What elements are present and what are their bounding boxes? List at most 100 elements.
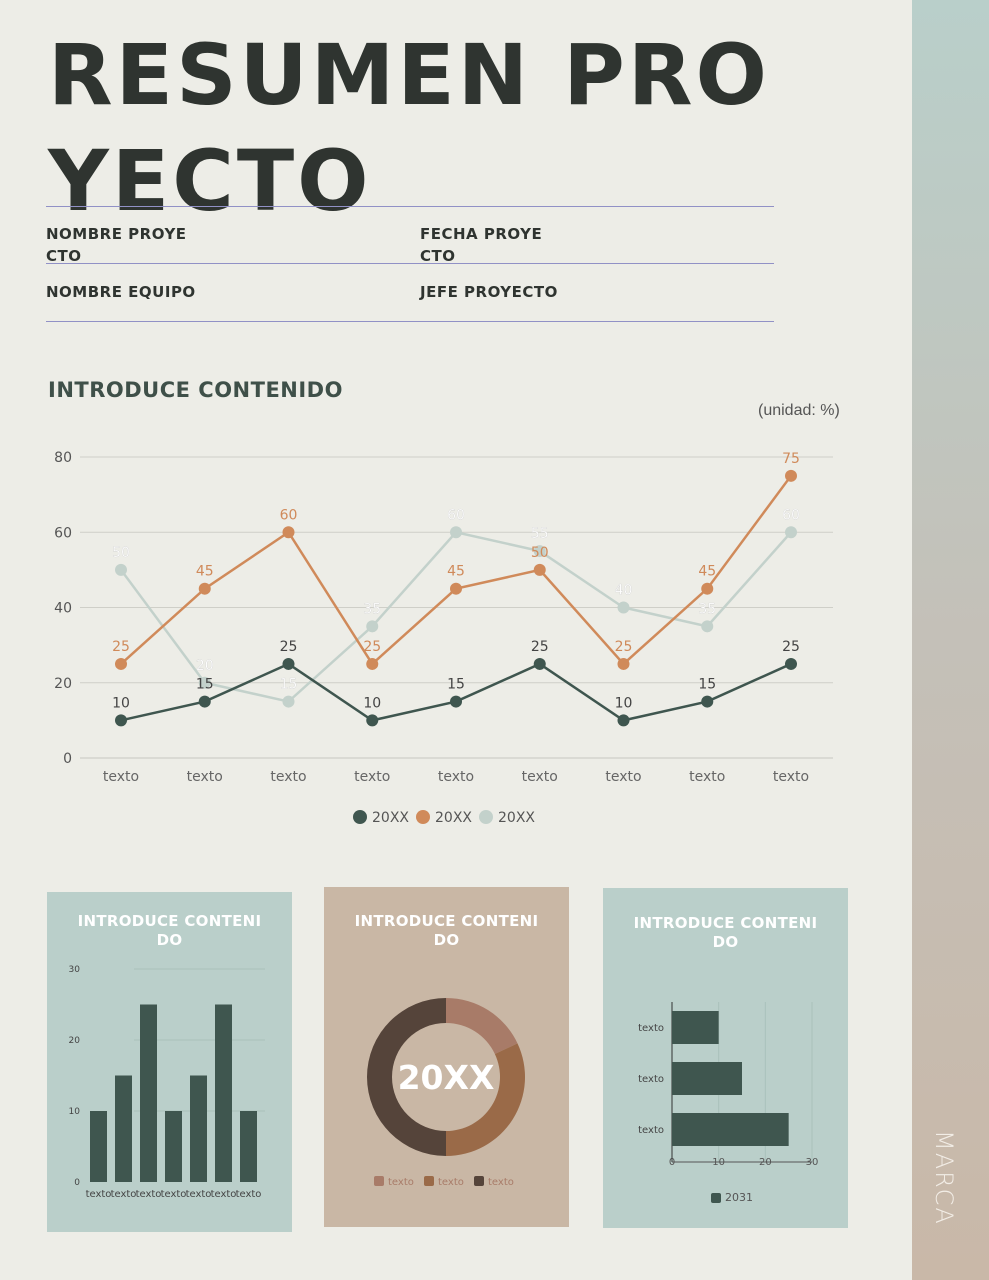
project-name-field[interactable]: NOMBRE PROYECTO: [46, 225, 187, 265]
line-chart: 0 20 40 60 80 texto texto texto texto texto texto t…: [54, 450, 833, 826]
x-tick-label: texto: [86, 1189, 112, 1200]
bar: [672, 1062, 742, 1095]
legend-swatch: [374, 1176, 384, 1186]
bar: [672, 1011, 719, 1044]
divider: [46, 321, 774, 322]
data-point: [617, 601, 630, 614]
legend-label: texto: [488, 1177, 514, 1188]
data-point: [533, 563, 546, 576]
data-label: 25: [782, 639, 800, 655]
bar-chart-card: INTRODUCE CONTENIDO 0 10 20 30 texto texto tex…: [47, 892, 292, 1232]
data-label: 40: [615, 583, 633, 599]
data-label: 25: [112, 639, 130, 655]
divider: [46, 263, 774, 264]
data-label: 45: [196, 564, 214, 580]
y-tick-label: 10: [69, 1107, 81, 1117]
bar: [190, 1075, 207, 1182]
data-point: [115, 714, 127, 727]
x-tick-label: texto: [211, 1189, 237, 1200]
bar: [140, 1004, 157, 1182]
data-label: 35: [698, 601, 716, 617]
bar: [672, 1113, 789, 1146]
data-point: [198, 676, 211, 689]
data-label: 15: [447, 677, 465, 693]
x-tick-label: texto: [689, 769, 725, 785]
y-tick-label: 40: [54, 601, 72, 617]
y-tick-label: texto: [638, 1074, 664, 1085]
data-label: 50: [531, 545, 549, 561]
card-title: INTRODUCE CONTENIDO: [633, 914, 818, 951]
legend-label: 20XX: [498, 810, 535, 826]
data-label: 20: [196, 658, 214, 674]
donut-chart-card: INTRODUCE CONTENIDO 20XX texto texto texto: [324, 887, 569, 1227]
page-title: RESUMEN PROYECTO: [48, 26, 770, 230]
data-point: [785, 469, 797, 482]
bar: [165, 1111, 182, 1182]
data-label: 50: [112, 545, 130, 561]
legend-swatch: [479, 810, 493, 824]
legend-swatch: [424, 1176, 434, 1186]
bar: [90, 1111, 107, 1182]
project-lead-field[interactable]: JEFE PROYECTO: [420, 283, 558, 301]
card-title: INTRODUCE CONTENIDO: [354, 912, 539, 949]
data-label: 75: [782, 451, 800, 467]
data-point: [115, 563, 127, 576]
data-point: [617, 714, 630, 727]
data-label: 25: [531, 639, 549, 655]
x-tick-label: texto: [773, 769, 809, 785]
data-point: [366, 714, 379, 727]
divider: [46, 206, 774, 207]
y-tick-label: texto: [638, 1023, 664, 1034]
team-name-field[interactable]: NOMBRE EQUIPO: [46, 283, 196, 301]
x-tick-label: texto: [605, 769, 641, 785]
hbar-chart-card: INTRODUCE CONTENIDO 0102030textotextotex…: [603, 888, 848, 1228]
y-tick-label: 60: [54, 525, 72, 541]
data-label: 25: [615, 639, 633, 655]
legend-label: 20XX: [435, 810, 472, 826]
data-point: [282, 657, 295, 670]
legend-swatch: [353, 810, 367, 824]
project-date-field[interactable]: FECHA PROYECTO: [420, 225, 543, 265]
data-label: 55: [531, 526, 549, 542]
data-point: [450, 695, 462, 708]
x-tick-label: texto: [270, 769, 306, 785]
data-point: [533, 545, 546, 558]
y-tick-label: 20: [69, 1036, 81, 1046]
data-label: 45: [447, 564, 465, 580]
card-title: INTRODUCE CONTENIDO: [77, 912, 262, 949]
data-point: [533, 657, 546, 670]
data-label: 10: [363, 695, 381, 711]
data-point: [617, 657, 630, 670]
x-tick-label: texto: [136, 1189, 162, 1200]
data-label: 15: [698, 677, 716, 693]
data-point: [282, 695, 295, 708]
x-tick-label: texto: [354, 769, 390, 785]
donut-slice: [367, 998, 446, 1156]
data-point: [198, 582, 211, 595]
donut-slice: [446, 998, 518, 1055]
data-point: [785, 657, 797, 670]
data-point: [701, 620, 714, 633]
brand-label: MARCA: [930, 1130, 958, 1226]
legend-label: texto: [438, 1177, 464, 1188]
data-label: 35: [363, 601, 381, 617]
data-point: [701, 695, 714, 708]
donut-chart: 20XX texto texto texto: [367, 998, 525, 1188]
legend-swatch: [474, 1176, 484, 1186]
data-label: 60: [447, 507, 465, 523]
x-tick-label: texto: [103, 769, 139, 785]
y-tick-label: 0: [63, 751, 72, 767]
donut-slice: [446, 1043, 525, 1156]
x-tick-label: texto: [111, 1189, 137, 1200]
data-point: [198, 695, 211, 708]
data-label: 10: [615, 695, 633, 711]
data-label: 25: [280, 639, 298, 655]
data-point: [701, 582, 714, 595]
horizontal-bar-chart: 0102030textotextotexto2031: [638, 1002, 818, 1204]
x-tick-label: texto: [438, 769, 474, 785]
unit-label: (unidad: %): [758, 402, 840, 419]
legend-label: 2031: [725, 1191, 753, 1204]
y-tick-label: 80: [54, 450, 72, 466]
data-label: 60: [280, 507, 298, 523]
